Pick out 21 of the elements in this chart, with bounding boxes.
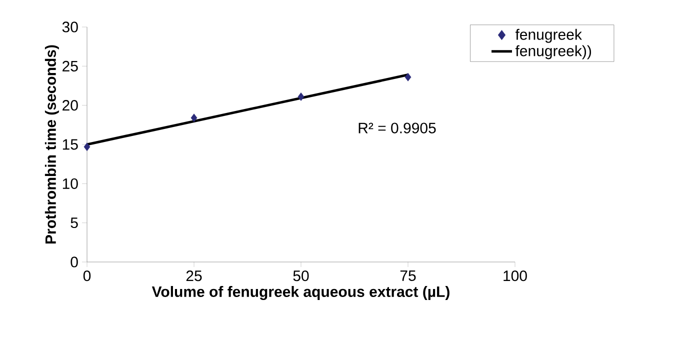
y-tick-label: 10	[62, 178, 78, 189]
y-tick-label: 20	[62, 100, 78, 111]
x-tick-label: 75	[400, 270, 416, 281]
point	[190, 114, 198, 122]
point	[84, 142, 90, 152]
y-tick-label: 30	[62, 22, 78, 32]
x-tick-label: 25	[186, 270, 202, 282]
y-tick-label: 5	[70, 218, 78, 228]
legend-label: fenugreek))	[515, 45, 592, 60]
x-tick-label: 0	[83, 270, 91, 282]
x-axis-title: Volume of fenugreek aqueous extract (µL)	[152, 286, 450, 300]
y-axis-title: Prothrombin time (seconds)	[44, 45, 59, 244]
x-tick-label: 100	[504, 270, 527, 282]
y-tick-label: 0	[70, 256, 78, 268]
x-tick-label: 50	[293, 270, 309, 282]
y-tick-label: 25	[62, 60, 78, 72]
legend-label: fenugreek	[515, 28, 582, 43]
point	[298, 92, 304, 101]
y-tick-label: 15	[62, 139, 78, 150]
point	[404, 72, 412, 82]
annotation: R² = 0.9905	[358, 122, 436, 134]
